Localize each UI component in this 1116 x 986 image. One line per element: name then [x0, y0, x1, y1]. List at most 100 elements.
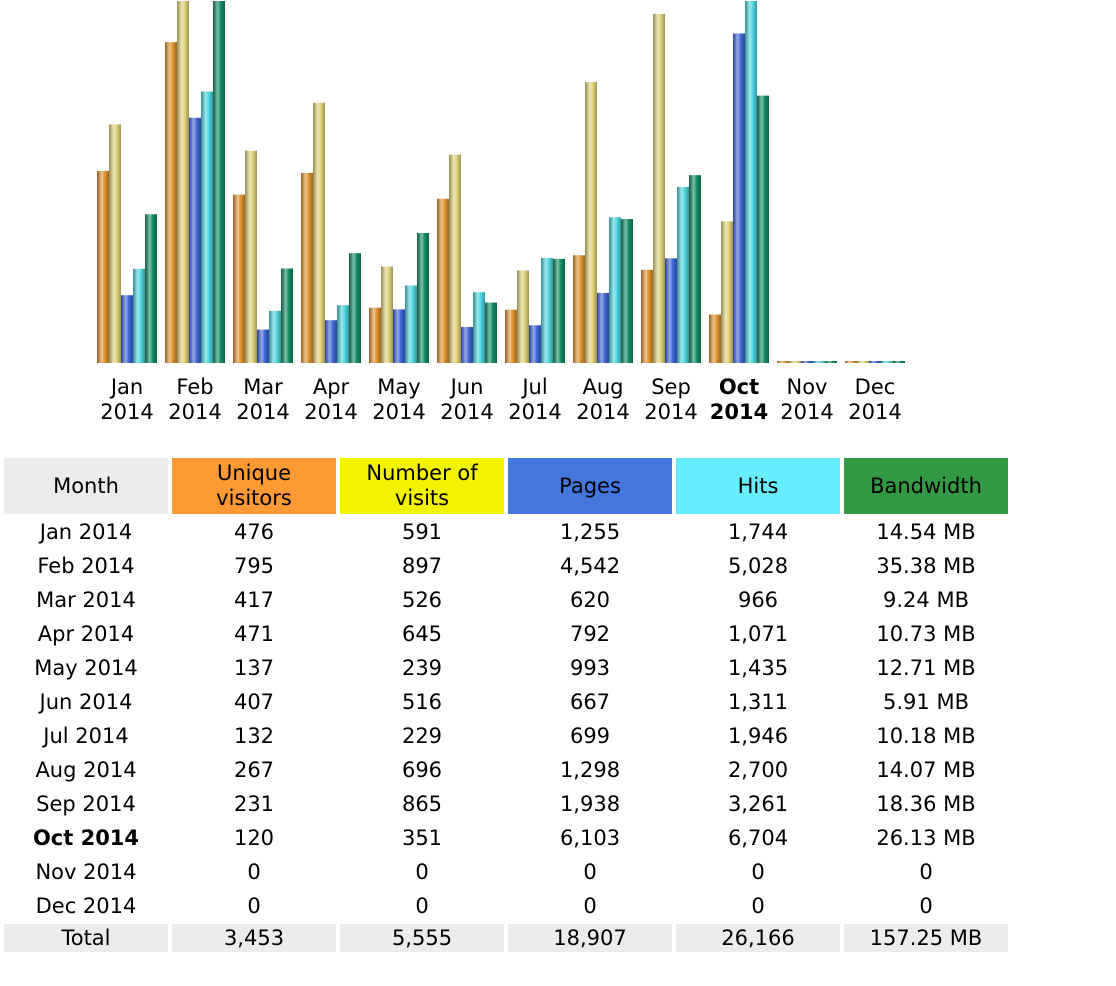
bar-hits: [337, 305, 349, 363]
cell-pages: 993: [569, 656, 611, 680]
cell-month: Apr 2014: [37, 622, 135, 646]
cell-pages: 1,938: [559, 792, 621, 816]
bar-bandwidth-mb: [825, 361, 837, 363]
bar-bandwidth-mb: [145, 214, 157, 363]
cell-hits: 1,071: [727, 622, 789, 646]
monthly-history-bar-chart: Jan2014Feb2014Mar2014Apr2014May2014Jun20…: [97, 1, 905, 424]
bar-bandwidth-mb: [349, 253, 361, 363]
bar-unique-visitors: [369, 307, 381, 363]
cell-bandwidth: 5.91 MB: [883, 690, 969, 714]
cell-month: Sep 2014: [36, 792, 136, 816]
header-number-of-visits: Number of visits: [340, 458, 504, 514]
cell-number-of-visits: 696: [401, 758, 443, 782]
cell-bandwidth: 0: [919, 894, 933, 918]
bar-number-of-visits: [857, 361, 869, 363]
bar-group: [165, 1, 225, 363]
bar-pages: [733, 33, 745, 363]
cell-unique-visitors: 407: [233, 690, 275, 714]
x-tick-label-month: May: [377, 375, 420, 399]
cell-number-of-visits: 526: [401, 588, 443, 612]
header-hits: Hits: [676, 458, 840, 514]
bar-group: [369, 232, 429, 363]
table-total-row: Total 3,453 5,555 18,907 26,166 157.25 M…: [4, 924, 1008, 952]
table-header-row: Month Unique visitors Number of visits Pag…: [4, 458, 1008, 514]
bar-number-of-visits: [449, 154, 461, 363]
bar-bandwidth-mb: [417, 232, 429, 363]
bar-unique-visitors: [301, 172, 313, 363]
x-tick-label-year: 2014: [848, 400, 901, 424]
bar-unique-visitors: [165, 42, 177, 363]
x-tick-label-month: Jan: [109, 375, 143, 399]
cell-month: Jul 2014: [43, 724, 129, 748]
cell-bandwidth: 18.36 MB: [876, 792, 976, 816]
cell-unique-visitors: 120: [233, 826, 275, 850]
cell-unique-visitors: 0: [247, 894, 261, 918]
cell-unique-visitors: 0: [247, 860, 261, 884]
cell-pages: 1,298: [559, 758, 621, 782]
cell-number-of-visits: 591: [401, 520, 443, 544]
table-row: Mar 2014 417 526 620 966 9.24 MB: [4, 584, 1008, 616]
bar-unique-visitors: [437, 198, 449, 363]
bar-unique-visitors: [97, 170, 109, 363]
bar-number-of-visits: [721, 221, 733, 363]
bar-hits: [881, 361, 893, 363]
bar-group: [777, 361, 837, 363]
cell-hits: 0: [751, 860, 765, 884]
cell-month: Nov 2014: [35, 860, 137, 884]
cell-month: Feb 2014: [37, 554, 135, 578]
bar-pages: [665, 258, 677, 363]
bar-unique-visitors: [641, 269, 653, 363]
x-tick-label-year: 2014: [440, 400, 493, 424]
bar-pages: [189, 117, 201, 363]
bar-hits: [133, 268, 145, 363]
header-bandwidth: Bandwidth: [844, 458, 1008, 514]
bar-number-of-visits: [517, 270, 529, 363]
bar-unique-visitors: [845, 361, 857, 363]
cell-unique-visitors: 795: [233, 554, 275, 578]
x-tick-label-year: 2014: [100, 400, 153, 424]
cell-unique-visitors: 417: [233, 588, 275, 612]
cell-bandwidth: 10.18 MB: [876, 724, 976, 748]
bar-group: [573, 82, 633, 363]
cell-hits: 1,946: [727, 724, 789, 748]
bar-hits: [745, 1, 757, 363]
bar-hits: [677, 186, 689, 363]
bar-pages: [121, 295, 133, 363]
cell-pages: 4,542: [559, 554, 621, 578]
bar-unique-visitors: [709, 314, 721, 363]
table-row: Jul 2014 132 229 699 1,946 10.18 MB: [4, 720, 1008, 752]
cell-bandwidth: 0: [919, 860, 933, 884]
x-tick-label-month: Oct: [719, 375, 759, 399]
cell-number-of-visits: 865: [401, 792, 443, 816]
cell-pages: 0: [583, 894, 597, 918]
total-bandwidth: 157.25 MB: [844, 924, 1008, 952]
x-tick-label-month: Mar: [243, 375, 283, 399]
bar-pages: [461, 326, 473, 363]
header-unique-visitors: Unique visitors: [172, 458, 336, 514]
x-tick-label-month: Nov: [787, 375, 828, 399]
cell-month: Aug 2014: [35, 758, 137, 782]
cell-month: May 2014: [34, 656, 138, 680]
bar-bandwidth-mb: [689, 175, 701, 363]
cell-hits: 0: [751, 894, 765, 918]
table-row: May 2014 137 239 993 1,435 12.71 MB: [4, 652, 1008, 684]
bar-bandwidth-mb: [553, 258, 565, 363]
bar-number-of-visits: [653, 13, 665, 364]
cell-pages: 1,255: [559, 520, 621, 544]
cell-pages: 667: [569, 690, 611, 714]
cell-bandwidth: 26.13 MB: [876, 826, 976, 850]
cell-month: Jan 2014: [39, 520, 133, 544]
bar-hits: [269, 310, 281, 363]
cell-month: Oct 2014: [32, 826, 140, 850]
bar-group: [505, 257, 565, 363]
bar-hits: [201, 91, 213, 363]
x-tick-label-month: Sep: [651, 375, 691, 399]
x-tick-label-month: Jul: [520, 375, 547, 399]
bar-pages: [257, 329, 269, 363]
cell-number-of-visits: 351: [401, 826, 443, 850]
cell-month: Jun 2014: [39, 690, 133, 714]
cell-bandwidth: 35.38 MB: [876, 554, 976, 578]
cell-hits: 3,261: [727, 792, 789, 816]
bar-pages: [393, 309, 405, 363]
table-row: Dec 2014 0 0 0 0 0: [4, 890, 1008, 922]
